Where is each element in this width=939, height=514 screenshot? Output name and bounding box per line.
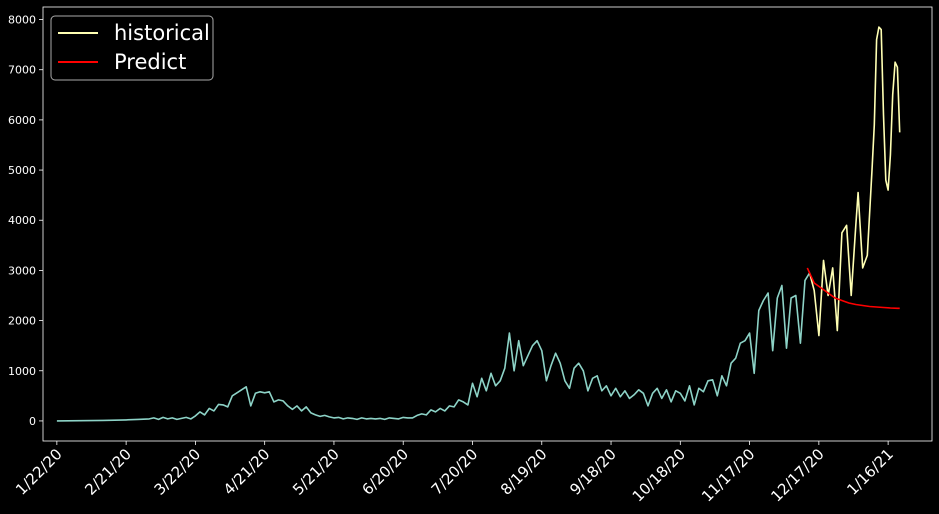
legend-label-historical: historical bbox=[114, 21, 210, 45]
y-tick-label: 7000 bbox=[8, 64, 36, 77]
y-tick-label: 3000 bbox=[8, 264, 36, 277]
series-layer bbox=[56, 26, 901, 422]
series-line-predict bbox=[806, 267, 900, 310]
y-tick-label: 1000 bbox=[8, 365, 36, 378]
y-tick-label: 5000 bbox=[8, 164, 36, 177]
legend: historical Predict bbox=[50, 15, 214, 81]
plot-area-frame bbox=[42, 6, 933, 442]
y-tick-label: 6000 bbox=[8, 114, 36, 127]
y-tick-label: 4000 bbox=[8, 214, 36, 227]
y-axis: 0 1000 2000 3000 4000 5000 6000 7000 8000 bbox=[8, 14, 43, 428]
y-tick-label: 8000 bbox=[8, 14, 36, 27]
series-line-historical bbox=[808, 26, 901, 337]
y-tick-label: 2000 bbox=[8, 315, 36, 328]
legend-label-predict: Predict bbox=[114, 50, 186, 74]
series-line-early bbox=[56, 272, 811, 422]
y-tick-label: 0 bbox=[29, 415, 36, 428]
